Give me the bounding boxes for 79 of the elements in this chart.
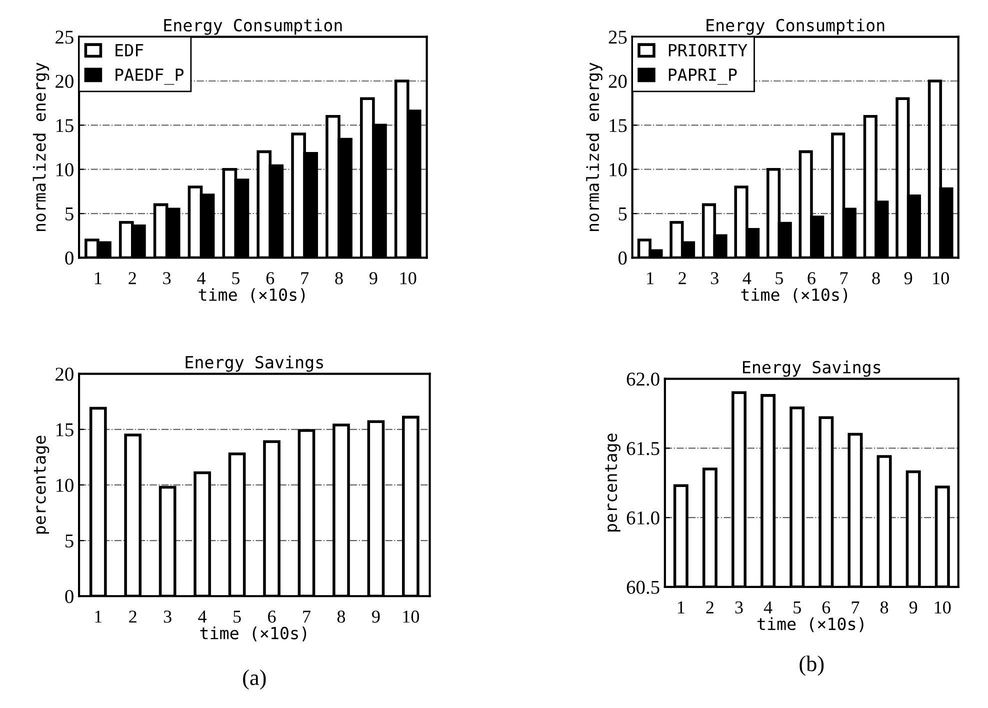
x-tick-label: 6 bbox=[268, 610, 276, 623]
y-axis-title: normalized energy bbox=[586, 62, 602, 231]
y-tick-label: 62.0 bbox=[626, 372, 660, 386]
y-tick-label: 61.5 bbox=[626, 442, 660, 456]
x-tick-label: 6 bbox=[822, 601, 830, 614]
y-tick-label: 20 bbox=[56, 368, 74, 381]
x-tick-label: 8 bbox=[880, 601, 888, 614]
x-tick-label: 9 bbox=[372, 610, 380, 623]
x-tick-label: 1 bbox=[95, 272, 102, 284]
x-tick-label: 10 bbox=[400, 272, 416, 284]
legend-label: PRIORITY bbox=[668, 44, 748, 56]
y-tick-label: 20 bbox=[608, 74, 627, 88]
x-axis-title: time (×10s) bbox=[758, 617, 864, 632]
x-tick-label: 3 bbox=[163, 272, 171, 284]
y-tick-label: 0 bbox=[618, 252, 627, 265]
x-tick-label: 9 bbox=[909, 601, 918, 614]
y-tick-label: 5 bbox=[618, 208, 627, 220]
y-tick-label: 61.0 bbox=[626, 511, 660, 525]
x-axis-title: time (×10s) bbox=[198, 288, 305, 303]
chart-title: Energy Consumption bbox=[164, 18, 342, 35]
y-tick-label: 15 bbox=[610, 119, 627, 132]
chart-title: Energy Savings bbox=[743, 360, 880, 377]
x-tick-label: 2 bbox=[129, 610, 136, 623]
x-tick-label: 3 bbox=[710, 272, 718, 284]
y-tick-label: 5 bbox=[66, 208, 74, 220]
y-tick-label: 15 bbox=[56, 423, 74, 436]
x-tick-label: 5 bbox=[232, 272, 240, 284]
x-tick-label: 1 bbox=[678, 601, 684, 614]
x-tick-label: 9 bbox=[904, 272, 912, 284]
x-tick-label: 9 bbox=[370, 272, 378, 284]
x-tick-label: 5 bbox=[234, 610, 241, 623]
x-tick-label: 3 bbox=[735, 601, 743, 614]
y-tick-label: 10 bbox=[56, 478, 74, 492]
x-tick-label: 10 bbox=[933, 272, 949, 284]
x-tick-label: 1 bbox=[647, 272, 654, 284]
legend-label: PAPRI_P bbox=[668, 68, 737, 85]
x-tick-label: 7 bbox=[840, 272, 848, 284]
x-tick-label: 5 bbox=[776, 272, 784, 284]
y-tick-label: 20 bbox=[56, 74, 74, 88]
x-tick-label: 6 bbox=[808, 272, 816, 284]
chart-title: Energy Savings bbox=[186, 356, 323, 372]
y-tick-label: 10 bbox=[56, 163, 74, 176]
x-tick-label: 7 bbox=[852, 602, 860, 614]
x-axis-title: time (×10s) bbox=[741, 288, 848, 303]
x-tick-label: 7 bbox=[301, 272, 309, 284]
x-tick-label: 10 bbox=[934, 601, 951, 614]
x-tick-label: 7 bbox=[303, 610, 310, 623]
y-tick-label: 25 bbox=[56, 30, 74, 44]
y-tick-label: 0 bbox=[65, 252, 74, 265]
x-tick-label: 4 bbox=[764, 601, 772, 614]
y-tick-label: 10 bbox=[610, 163, 627, 176]
x-tick-label: 6 bbox=[266, 272, 274, 284]
y-axis-title: percentage bbox=[34, 436, 50, 534]
y-tick-label: 60.5 bbox=[626, 580, 660, 594]
x-tick-label: 4 bbox=[197, 272, 206, 284]
x-tick-label: 4 bbox=[198, 610, 207, 623]
y-tick-label: 15 bbox=[56, 119, 74, 132]
x-tick-label: 8 bbox=[337, 610, 346, 623]
x-axis-title: time (×10s) bbox=[200, 626, 306, 642]
y-axis-title: normalized energy bbox=[32, 62, 50, 231]
legend-label: EDF bbox=[116, 44, 144, 56]
x-tick-label: 10 bbox=[403, 610, 420, 623]
y-tick-label: 0 bbox=[65, 590, 74, 604]
x-tick-label: 5 bbox=[794, 602, 801, 614]
y-axis-title: percentage bbox=[605, 434, 620, 532]
x-tick-label: 3 bbox=[164, 610, 172, 623]
y-tick-label: 25 bbox=[608, 30, 627, 44]
text: (b) bbox=[800, 656, 824, 676]
x-tick-label: 8 bbox=[335, 272, 343, 284]
y-tick-label: 5 bbox=[66, 534, 74, 548]
x-tick-label: 2 bbox=[128, 272, 136, 284]
x-tick-label: 1 bbox=[95, 610, 102, 623]
x-tick-label: 2 bbox=[678, 272, 686, 284]
chart-title: Energy Consumption bbox=[706, 18, 884, 35]
text: (a) bbox=[243, 670, 266, 690]
legend-label: PAEDF_P bbox=[116, 68, 184, 85]
x-tick-label: 2 bbox=[706, 601, 714, 614]
x-tick-label: 4 bbox=[742, 272, 752, 284]
x-tick-label: 8 bbox=[872, 272, 880, 284]
